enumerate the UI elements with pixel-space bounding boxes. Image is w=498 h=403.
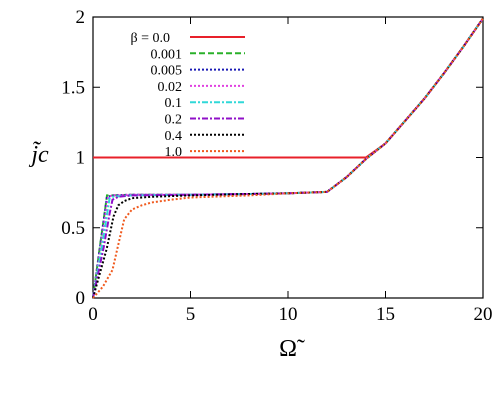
- y-tick-label: 2: [76, 7, 86, 28]
- series-line-6: [92, 17, 484, 299]
- x-tick-label: 0: [88, 304, 98, 325]
- legend-label-5: 0.2: [165, 113, 183, 128]
- legend-label-0: β = 0.0: [130, 31, 170, 46]
- legend-label-2: 0.005: [151, 64, 183, 79]
- y-tick-label: 0: [76, 288, 86, 309]
- legend-label-3: 0.02: [158, 80, 183, 95]
- x-axis-label: Ω̃: [279, 336, 305, 362]
- series-layer: [92, 17, 484, 299]
- y-tick-label: 1.5: [61, 77, 85, 98]
- y-axis-label: j̃c: [28, 141, 49, 168]
- legend-label-6: 0.4: [165, 129, 183, 144]
- x-tick-label: 5: [186, 304, 196, 325]
- x-tick-label: 15: [376, 304, 395, 325]
- y-tick-label: 1: [76, 148, 86, 169]
- x-tick-label: 20: [474, 304, 493, 325]
- x-tick-label: 10: [279, 304, 298, 325]
- axis-ticks: 0 5 10 15 20 0 0.5 1 1.5 2: [61, 7, 492, 325]
- series-line-7: [92, 17, 484, 299]
- legend-label-7: 1.0: [165, 145, 183, 160]
- legend-label-1: 0.001: [151, 47, 183, 62]
- legend-label-4: 0.1: [165, 96, 183, 111]
- y-tick-label: 0.5: [61, 218, 85, 239]
